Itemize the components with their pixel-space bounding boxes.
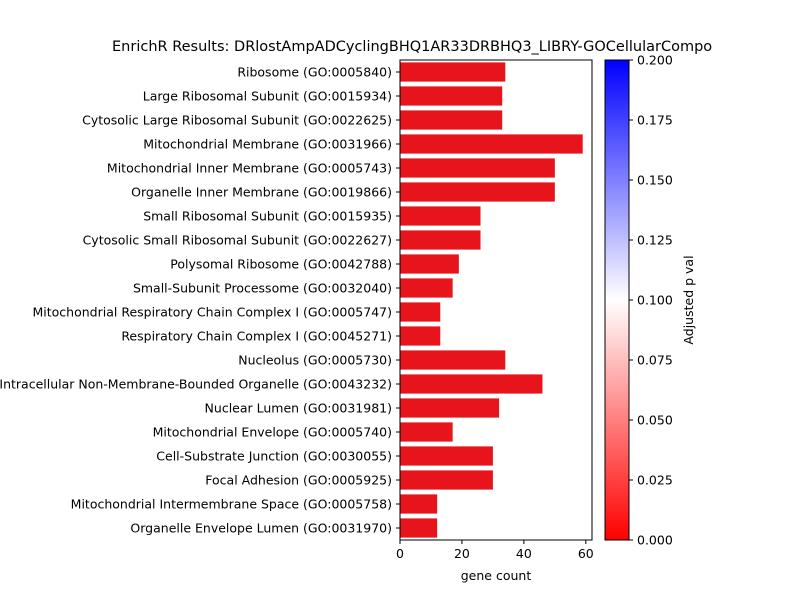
category-label: Organelle Inner Membrane (GO:0019866) [131,185,392,200]
category-label: Mitochondrial Intermembrane Space (GO:00… [71,497,392,512]
colorbar-tick-label: 0.100 [637,293,673,308]
category-label: Cell-Substrate Junction (GO:0030055) [156,449,392,464]
bar [400,134,583,154]
bar [400,62,506,82]
bar [400,446,493,466]
category-label: Focal Adhesion (GO:0005925) [205,473,392,488]
bar [400,158,555,178]
bar [400,110,503,130]
bar [400,254,459,274]
category-label: Mitochondrial Respiratory Chain Complex … [33,305,393,320]
bar [400,494,438,514]
colorbar-ticks: 0.000 0.025 0.050 0.075 0.100 0.125 0.150 0.175… [629,53,673,548]
category-label: Polysomal Ribosome (GO:0042788) [170,257,392,272]
colorbar-label: Adjusted p val [681,255,696,344]
bar [400,182,555,202]
bar [400,398,500,418]
x-tick-label: 60 [578,546,594,561]
category-label: Intracellular Non-Membrane-Bounded Organ… [0,377,392,392]
bar [400,422,453,442]
colorbar [604,59,630,541]
category-label: Organelle Envelope Lumen (GO:0031970) [130,521,392,536]
chart-title: EnrichR Results: DRlostAmpADCyclingBHQ1A… [112,39,712,55]
category-label: Mitochondrial Inner Membrane (GO:0005743… [107,161,392,176]
colorbar-tick-label: 0.175 [637,113,673,128]
category-label: Respiratory Chain Complex I (GO:0045271) [121,329,392,344]
category-label: Nuclear Lumen (GO:0031981) [205,401,392,416]
category-label: Large Ribosomal Subunit (GO:0015934) [143,89,392,104]
x-tick-label: 40 [516,546,532,561]
bar [400,278,453,298]
colorbar-tick-label: 0.200 [637,53,673,68]
x-tick-label: 0 [396,546,404,561]
colorbar-tick-label: 0.025 [637,473,673,488]
category-label: Mitochondrial Envelope (GO:0005740) [153,425,392,440]
bar [400,518,438,538]
category-label: Small-Subunit Processome (GO:0032040) [133,281,392,296]
bar [400,86,503,106]
bars-group [400,62,583,538]
x-axis-ticks: 0 20 40 60 [396,540,594,561]
category-label: Mitochondrial Membrane (GO:0031966) [143,137,392,152]
bar [400,470,493,490]
colorbar-tick-label: 0.150 [637,173,673,188]
bar [400,374,543,394]
category-label: Cytosolic Small Ribosomal Subunit (GO:00… [83,233,392,248]
category-labels: Ribosome (GO:0005840) Large Ribosomal Sub… [0,65,400,536]
category-label: Small Ribosomal Subunit (GO:0015935) [143,209,392,224]
colorbar-tick-label: 0.050 [637,413,673,428]
bar [400,350,506,370]
category-label: Cytosolic Large Ribosomal Subunit (GO:00… [82,113,392,128]
bar [400,302,441,322]
x-tick-label: 20 [454,546,470,561]
bar [400,206,481,226]
colorbar-tick-label: 0.000 [637,533,673,548]
bar [400,230,481,250]
colorbar-tick-label: 0.075 [637,353,673,368]
category-label: Ribosome (GO:0005840) [237,65,392,80]
colorbar-tick-label: 0.125 [637,233,673,248]
plot-frame [399,59,593,541]
x-axis-label: gene count [461,568,532,583]
category-label: Nucleolus (GO:0005730) [238,353,392,368]
bar [400,326,441,346]
